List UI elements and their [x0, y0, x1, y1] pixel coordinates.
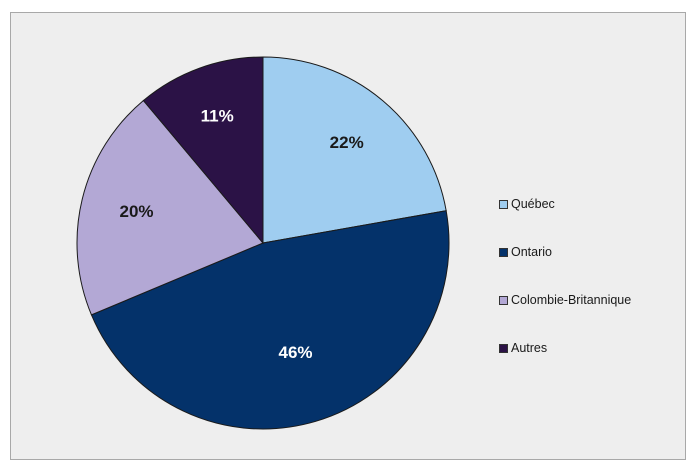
- pie-slice-ontario: [90, 210, 450, 430]
- chart-legend: Québec Ontario Colombie-Britannique Autr…: [499, 196, 689, 388]
- data-label-autres: 11%: [201, 107, 234, 126]
- legend-item-quebec: Québec: [499, 196, 689, 212]
- legend-item-colombie-britannique: Colombie-Britannique: [499, 292, 689, 308]
- data-label-ontario: 46%: [278, 343, 312, 362]
- legend-swatch-autres: [499, 343, 508, 353]
- legend-label-colombie-britannique: Colombie-Britannique: [511, 293, 632, 307]
- pie-slices: [76, 56, 450, 430]
- pie-slice-colombie-britannique: [76, 99, 264, 316]
- legend-swatch-colombie-britannique: [499, 295, 508, 305]
- legend-swatch-quebec: [499, 199, 508, 209]
- data-label-colombie-britannique: 20%: [119, 202, 153, 221]
- legend-item-autres: Autres: [499, 340, 689, 356]
- pie-chart: 22% 46% 20% 11%: [76, 56, 450, 430]
- data-label-quebec: 22%: [330, 133, 364, 152]
- legend-label-ontario: Ontario: [511, 245, 552, 259]
- chart-area: 22% 46% 20% 11% Québec Ontario Colombie-Bri…: [10, 12, 686, 460]
- pie-slice-autres: [142, 56, 264, 245]
- legend-label-autres: Autres: [511, 341, 548, 355]
- legend-label-quebec: Québec: [511, 197, 555, 211]
- pie-data-labels: 22% 46% 20% 11%: [119, 107, 363, 362]
- legend-item-ontario: Ontario: [499, 244, 689, 260]
- legend-swatch-ontario: [499, 247, 508, 257]
- pie-slice-quebec: [262, 56, 447, 244]
